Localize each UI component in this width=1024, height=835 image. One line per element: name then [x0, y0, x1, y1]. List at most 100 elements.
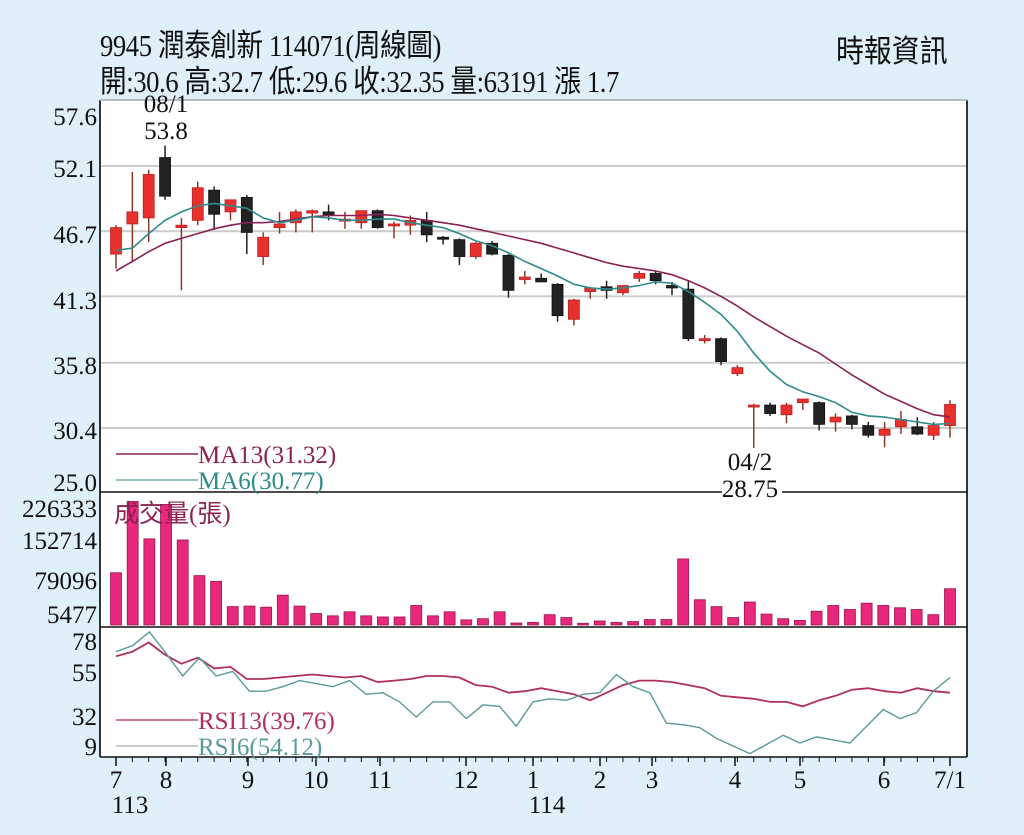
candle [862, 425, 875, 436]
moving-average-lines [115, 202, 951, 426]
month-label: 2 [594, 767, 607, 794]
volume-bar [577, 622, 589, 626]
price-tick-label: 41.3 [53, 288, 97, 315]
volume-bar [326, 615, 339, 626]
volume-bar [944, 588, 956, 626]
candle [649, 273, 662, 282]
rsi13-line [115, 641, 951, 708]
volume-bar [193, 575, 206, 626]
volume-bar [276, 594, 289, 626]
candle [142, 174, 155, 219]
high-value-annotation: 53.8 [144, 118, 188, 145]
month-label: 7/1 [934, 767, 966, 794]
candle [747, 404, 760, 408]
volume-bar [293, 605, 306, 626]
ma6-legend: MA6(30.77) [198, 468, 324, 495]
volume-bar [527, 622, 539, 626]
volume-bar [260, 606, 273, 626]
volume-bar [677, 558, 690, 626]
month-label: 4 [729, 767, 742, 794]
candle [420, 219, 433, 236]
volume-tick-label: 5477 [47, 602, 97, 629]
source-label: 時報資訊 [836, 34, 948, 69]
volume-bar [593, 620, 606, 626]
month-label: 8 [160, 767, 173, 794]
price-tick-label: 30.4 [53, 418, 97, 445]
volume-bar [310, 613, 323, 626]
month-label: 3 [646, 767, 659, 794]
candle [535, 277, 548, 283]
volume-bar [860, 602, 873, 626]
volume-bar [877, 605, 890, 626]
volume-bar [693, 599, 706, 626]
volume-bar [460, 619, 473, 626]
month-label: 1 [527, 767, 540, 794]
volume-bar [760, 613, 773, 626]
candle [437, 236, 449, 240]
volume-bar [927, 614, 940, 626]
candle [518, 276, 531, 280]
volume-bar [610, 622, 623, 626]
annotations: 08/153.8 04/228.75 [144, 91, 782, 503]
volume-bar [827, 605, 840, 626]
volume-bar [910, 609, 923, 626]
rsi-tick-label: 78 [72, 629, 97, 656]
candle [257, 236, 270, 257]
volume-bar [143, 538, 156, 626]
month-label: 10 [304, 767, 329, 794]
candle [813, 402, 826, 425]
candle [617, 285, 629, 294]
high-date-annotation: 08/1 [144, 91, 188, 118]
candle [878, 428, 891, 436]
volume-bar [126, 501, 139, 626]
rsi-lines [115, 630, 951, 755]
volume-bar [360, 615, 373, 626]
rsi-tick-label: 55 [72, 660, 97, 687]
volume-bar [810, 610, 823, 626]
candle [698, 338, 711, 342]
volume-tick-label: 152714 [22, 528, 98, 555]
volume-bar [844, 609, 856, 626]
volume-bar [210, 580, 222, 626]
rsi6-line [115, 630, 951, 755]
legend: MA13(31.32)MA6(30.77) RSI13(39.76)RSI6(54… [116, 442, 336, 761]
volume-bar [376, 616, 389, 626]
candle [273, 223, 286, 228]
candle [780, 404, 793, 416]
volume-bar [410, 605, 423, 626]
candle [551, 283, 564, 317]
candle [306, 210, 319, 214]
price-tick-label: 25.0 [53, 470, 97, 497]
year-label: 114 [529, 792, 566, 819]
volume-bar [777, 618, 790, 626]
candle [388, 223, 400, 227]
low-date-annotation: 04/2 [728, 449, 772, 476]
volume-bar [427, 615, 439, 626]
price-tick-label: 52.1 [53, 156, 97, 183]
volume-bar [894, 607, 906, 626]
month-label: 7 [110, 767, 123, 794]
volume-bar [660, 619, 673, 626]
candle [845, 415, 858, 425]
ohlc-summary: 開:30.6 高:32.7 低:29.6 收:32.35 量:63191 漲 1… [100, 64, 619, 99]
ma6-line [115, 202, 951, 426]
volume-bar [543, 614, 556, 626]
candle [796, 398, 809, 404]
candle [469, 242, 482, 257]
candle [502, 254, 515, 291]
candle [829, 416, 842, 423]
volume-bar [226, 606, 239, 626]
candle [927, 425, 940, 436]
candle [289, 211, 302, 224]
candle [126, 211, 139, 225]
candlestick-series [110, 145, 956, 448]
candle [567, 299, 580, 320]
candle [764, 404, 777, 414]
volume-bar [793, 620, 806, 626]
price-tick-label: 35.8 [53, 353, 97, 380]
ma13-legend: MA13(31.32) [198, 442, 336, 469]
volume-bar [710, 606, 723, 626]
volume-bar [160, 503, 172, 626]
candle [944, 404, 956, 426]
